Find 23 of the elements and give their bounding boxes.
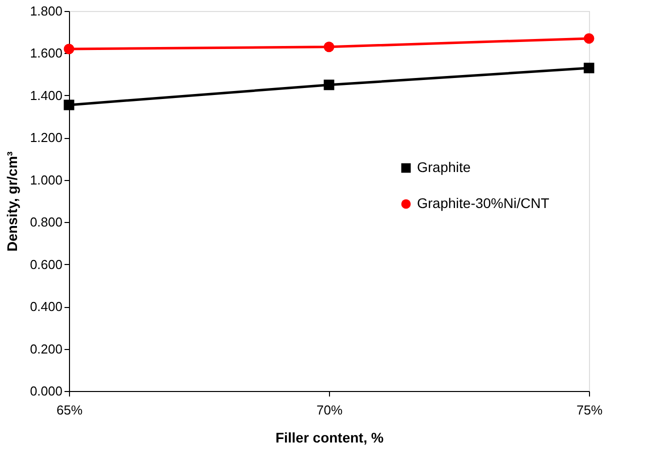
y-tick-label: 0.600 — [30, 256, 62, 272]
x-tick-label: 75% — [576, 402, 603, 418]
y-tick-label: 0.000 — [30, 384, 62, 398]
x-tick-label: 65% — [56, 402, 83, 418]
y-tick-label: 1.400 — [30, 88, 62, 103]
point — [324, 42, 334, 52]
y-tick-label: 1.800 — [30, 4, 62, 18]
point — [324, 80, 334, 90]
x-tick-label: 70% — [316, 402, 343, 418]
legend-label: Graphite-30%Ni/CNT — [417, 195, 550, 211]
x-axis-title: Filler content, % — [275, 430, 384, 446]
y-axis-title: Density, gr/cm³ — [4, 151, 20, 252]
legend-label: Graphite — [417, 159, 471, 175]
y-tick-label: 1.600 — [30, 46, 62, 61]
y-tick-label: 0.200 — [30, 341, 62, 356]
y-tick-label: 0.400 — [30, 299, 62, 314]
point — [64, 100, 74, 110]
point — [584, 62, 594, 74]
point — [584, 33, 594, 44]
y-tick-label: 1.200 — [30, 130, 62, 146]
point — [64, 44, 74, 54]
y-tick-label: 1.000 — [30, 172, 62, 188]
y-tick-label: 0.800 — [30, 214, 62, 230]
